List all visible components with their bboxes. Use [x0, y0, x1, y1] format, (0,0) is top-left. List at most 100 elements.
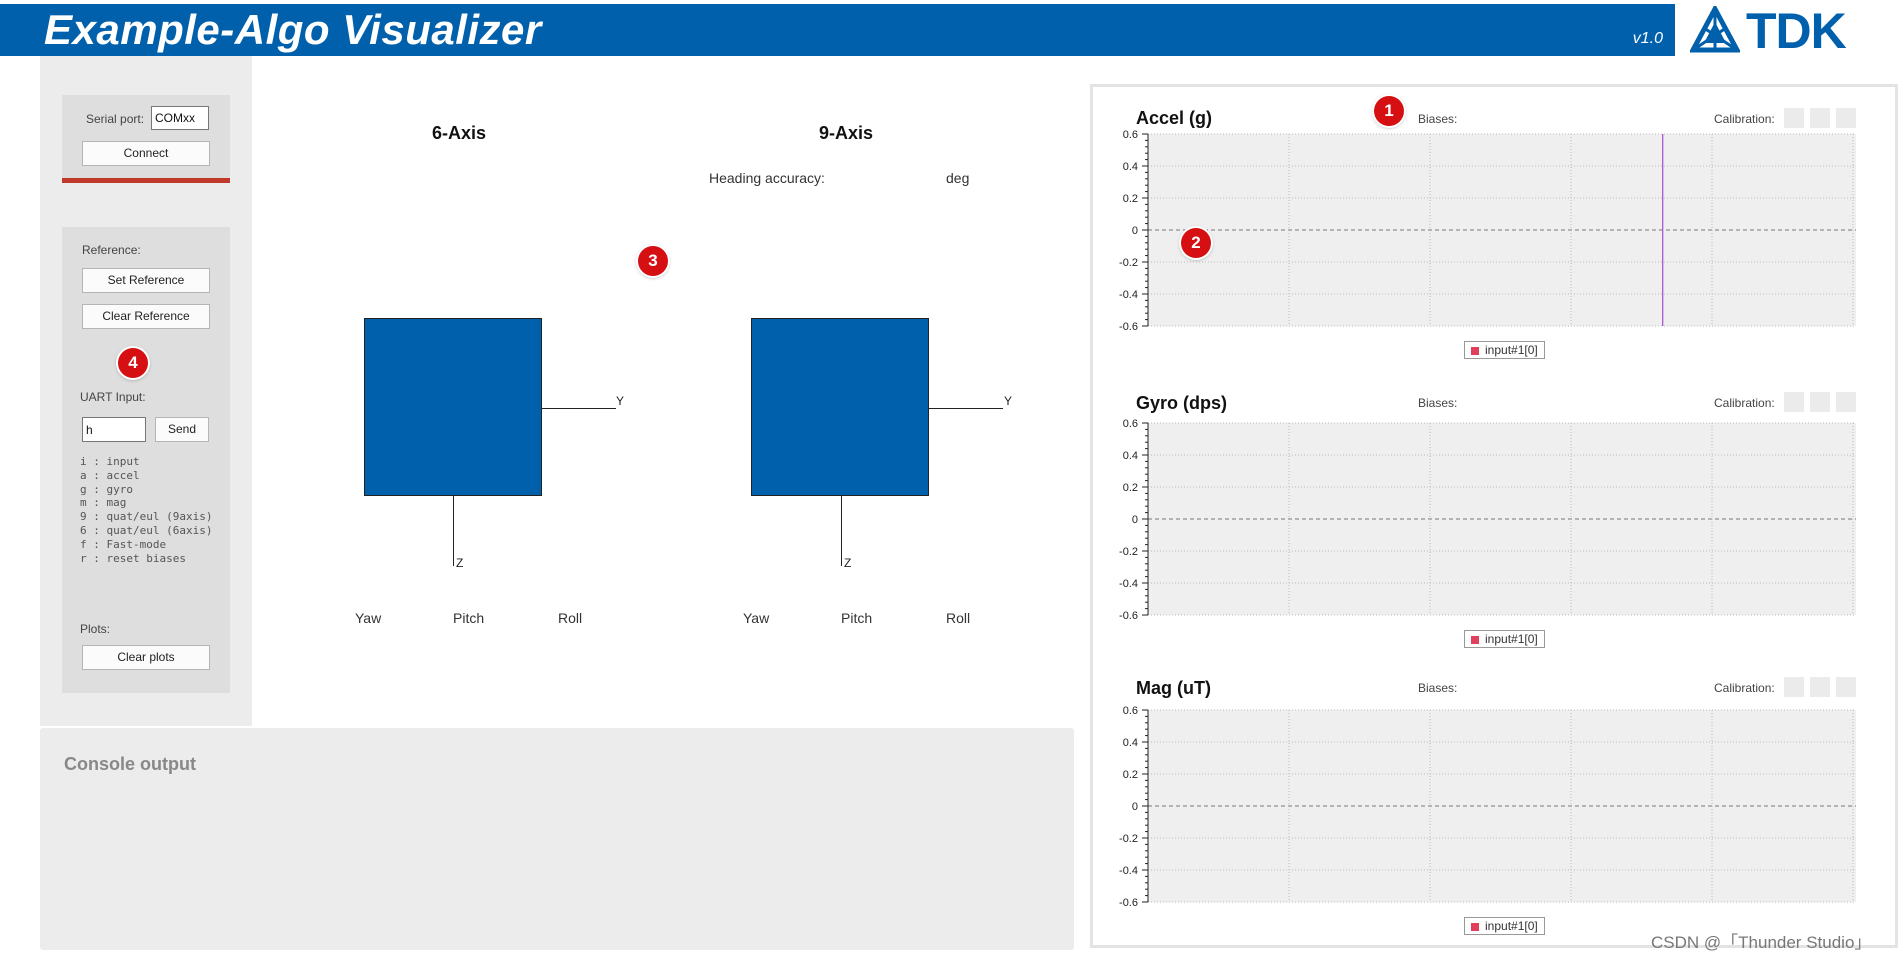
command-item: 6 : quat/eul (6axis)	[80, 523, 213, 537]
uart-input-field[interactable]	[82, 417, 146, 442]
accel-plot-title: Accel (g)	[1136, 108, 1213, 128]
y-tick-label: -0.2	[1119, 546, 1138, 558]
tdk-logo-text: TDK	[1746, 3, 1847, 59]
y-tick-label: -0.2	[1119, 257, 1138, 269]
nine-axis-z-label: Z	[844, 556, 852, 570]
mag-calibration-label: Calibration:	[1714, 681, 1775, 695]
y-tick-label: 0.6	[1123, 129, 1138, 141]
six-axis-y-label: Y	[616, 394, 625, 408]
nine-axis-yaw: Yaw	[743, 610, 770, 626]
y-tick-label: 0.2	[1123, 769, 1138, 781]
accel-biases-label: Biases:	[1418, 112, 1458, 126]
nine-axis-pitch: Pitch	[841, 610, 873, 626]
app-title: Example-Algo Visualizer	[44, 6, 542, 53]
y-tick-label: 0.6	[1123, 705, 1138, 717]
tdk-logo: TDK	[1690, 3, 1895, 59]
six-axis-title: 6-Axis	[432, 123, 487, 143]
mag-biases-label: Biases:	[1418, 681, 1458, 695]
heading-accuracy-unit: deg	[946, 170, 970, 186]
legend-swatch	[1471, 636, 1479, 644]
reference-label: Reference:	[82, 243, 141, 257]
uart-input-label: UART Input:	[80, 390, 146, 404]
six-axis-y-axis-line	[542, 408, 616, 409]
mag-plot[interactable]: 0.6 0.4 0.2 0 -0.2 -0.4 -0.6	[1110, 704, 1862, 909]
nine-axis-z-axis-line	[841, 496, 842, 566]
gyro-legend-label: input#1[0]	[1485, 632, 1538, 646]
y-tick-label: -0.6	[1119, 610, 1138, 622]
command-item: i : input	[80, 455, 140, 468]
y-tick-label: -0.6	[1119, 321, 1138, 333]
clear-reference-button[interactable]: Clear Reference	[82, 304, 210, 329]
accel-calibration-label: Calibration:	[1714, 112, 1775, 126]
gyro-calibration-indicator	[1784, 392, 1804, 412]
y-tick-label: -0.4	[1119, 289, 1138, 301]
accel-legend-label: input#1[0]	[1485, 343, 1538, 357]
nine-axis-y-label: Y	[1004, 394, 1013, 408]
six-axis-cube	[364, 318, 542, 496]
app-version: v1.0	[1632, 30, 1663, 47]
command-help-list: i : input a : accel g : gyro m : mag 9 :…	[80, 455, 212, 565]
y-tick-label: -0.6	[1119, 897, 1138, 909]
accel-calibration-indicator	[1784, 108, 1804, 128]
console-output-title: Console output	[64, 754, 196, 774]
y-tick-label: 0.4	[1123, 737, 1138, 749]
annotation-badge-1: 1	[1374, 96, 1404, 126]
tdk-logo-icon	[1690, 6, 1740, 53]
serial-port-input[interactable]	[151, 106, 209, 130]
annotation-badge-3: 3	[638, 246, 668, 276]
heading-accuracy-label: Heading accuracy:	[709, 170, 825, 186]
mag-calibration-indicator	[1784, 677, 1804, 697]
set-reference-button[interactable]: Set Reference	[82, 268, 210, 293]
six-axis-roll: Roll	[558, 610, 583, 626]
nine-axis-title: 9-Axis	[819, 123, 874, 143]
y-tick-label: 0	[1132, 225, 1138, 237]
legend-swatch	[1471, 923, 1479, 931]
gyro-biases-label: Biases:	[1418, 396, 1458, 410]
command-item: m : mag	[80, 496, 127, 510]
command-item: r : reset biases	[80, 551, 186, 565]
command-item: a : accel	[80, 468, 140, 482]
gyro-legend: input#1[0]	[1464, 630, 1545, 648]
y-tick-label: 0.4	[1123, 161, 1138, 173]
gyro-calibration-label: Calibration:	[1714, 396, 1775, 410]
command-item: 9 : quat/eul (9axis)	[80, 510, 213, 524]
mag-calibration-indicator	[1836, 677, 1856, 697]
y-tick-label: -0.4	[1119, 578, 1138, 590]
y-tick-label: 0.4	[1123, 450, 1138, 462]
six-axis-z-axis-line	[453, 496, 454, 566]
y-tick-label: 0.2	[1123, 482, 1138, 494]
six-axis-yaw: Yaw	[355, 610, 382, 626]
legend-swatch	[1471, 347, 1479, 355]
clear-plots-button[interactable]: Clear plots	[82, 645, 210, 670]
nine-axis-roll: Roll	[946, 610, 971, 626]
nine-axis-cube	[751, 318, 929, 496]
six-axis-z-label: Z	[456, 556, 464, 570]
accel-calibration-indicator	[1836, 108, 1856, 128]
watermark: CSDN @「Thunder Studio」	[1651, 933, 1872, 952]
connect-button[interactable]: Connect	[82, 141, 210, 166]
nine-axis-y-axis-line	[929, 408, 1003, 409]
send-button[interactable]: Send	[155, 417, 209, 442]
y-tick-label: 0	[1132, 801, 1138, 813]
annotation-badge-4: 4	[118, 348, 148, 378]
annotation-badge-2: 2	[1181, 228, 1211, 258]
y-tick-label: 0.6	[1123, 418, 1138, 430]
mag-plot-title: Mag (uT)	[1136, 678, 1211, 698]
accel-legend: input#1[0]	[1464, 341, 1545, 359]
mag-legend-label: input#1[0]	[1485, 919, 1538, 933]
gyro-calibration-indicator	[1836, 392, 1856, 412]
gyro-plot[interactable]: 0.6 0.4 0.2 0 -0.2 -0.4 -0.6	[1110, 417, 1862, 622]
gyro-calibration-indicator	[1810, 392, 1830, 412]
mag-legend: input#1[0]	[1464, 917, 1545, 935]
y-tick-label: 0	[1132, 514, 1138, 526]
y-tick-label: -0.2	[1119, 833, 1138, 845]
console-output-panel[interactable]: Console output	[40, 728, 1074, 950]
accel-plot[interactable]: 0.6 0.4 0.2 0 -0.2 -0.4 -0.6	[1110, 128, 1862, 333]
app-header: Example-Algo Visualizer v1.0	[0, 4, 1675, 56]
command-item: g : gyro	[80, 482, 133, 496]
six-axis-pitch: Pitch	[453, 610, 485, 626]
command-item: f : Fast-mode	[80, 537, 167, 551]
mag-calibration-indicator	[1810, 677, 1830, 697]
gyro-plot-title: Gyro (dps)	[1136, 393, 1228, 413]
serial-port-label: Serial port:	[86, 112, 145, 126]
